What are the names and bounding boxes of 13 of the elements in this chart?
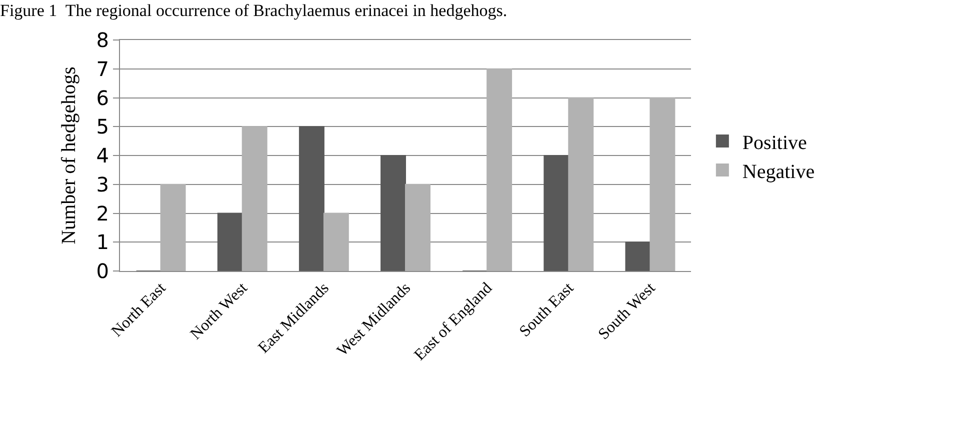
y-tick-label: 7 xyxy=(96,56,109,81)
y-tick-label: 8 xyxy=(96,28,109,52)
y-axis-title: Number of hedgehogs xyxy=(58,66,80,244)
legend-label: Positive xyxy=(742,132,807,154)
legend-label: Negative xyxy=(742,160,815,183)
chart-title: Figure 1 The regional occurrence of Brachylaemus erinacei in hedgehogs. xyxy=(0,1,508,20)
y-tick-label: 5 xyxy=(96,114,109,139)
y-tick-label: 2 xyxy=(96,201,109,226)
y-tick-label: 4 xyxy=(96,144,109,168)
y-tick-label: 3 xyxy=(96,172,109,196)
y-tick-label: 0 xyxy=(96,259,109,283)
y-tick-label: 6 xyxy=(96,86,109,110)
y-tick-label: 1 xyxy=(96,230,109,254)
